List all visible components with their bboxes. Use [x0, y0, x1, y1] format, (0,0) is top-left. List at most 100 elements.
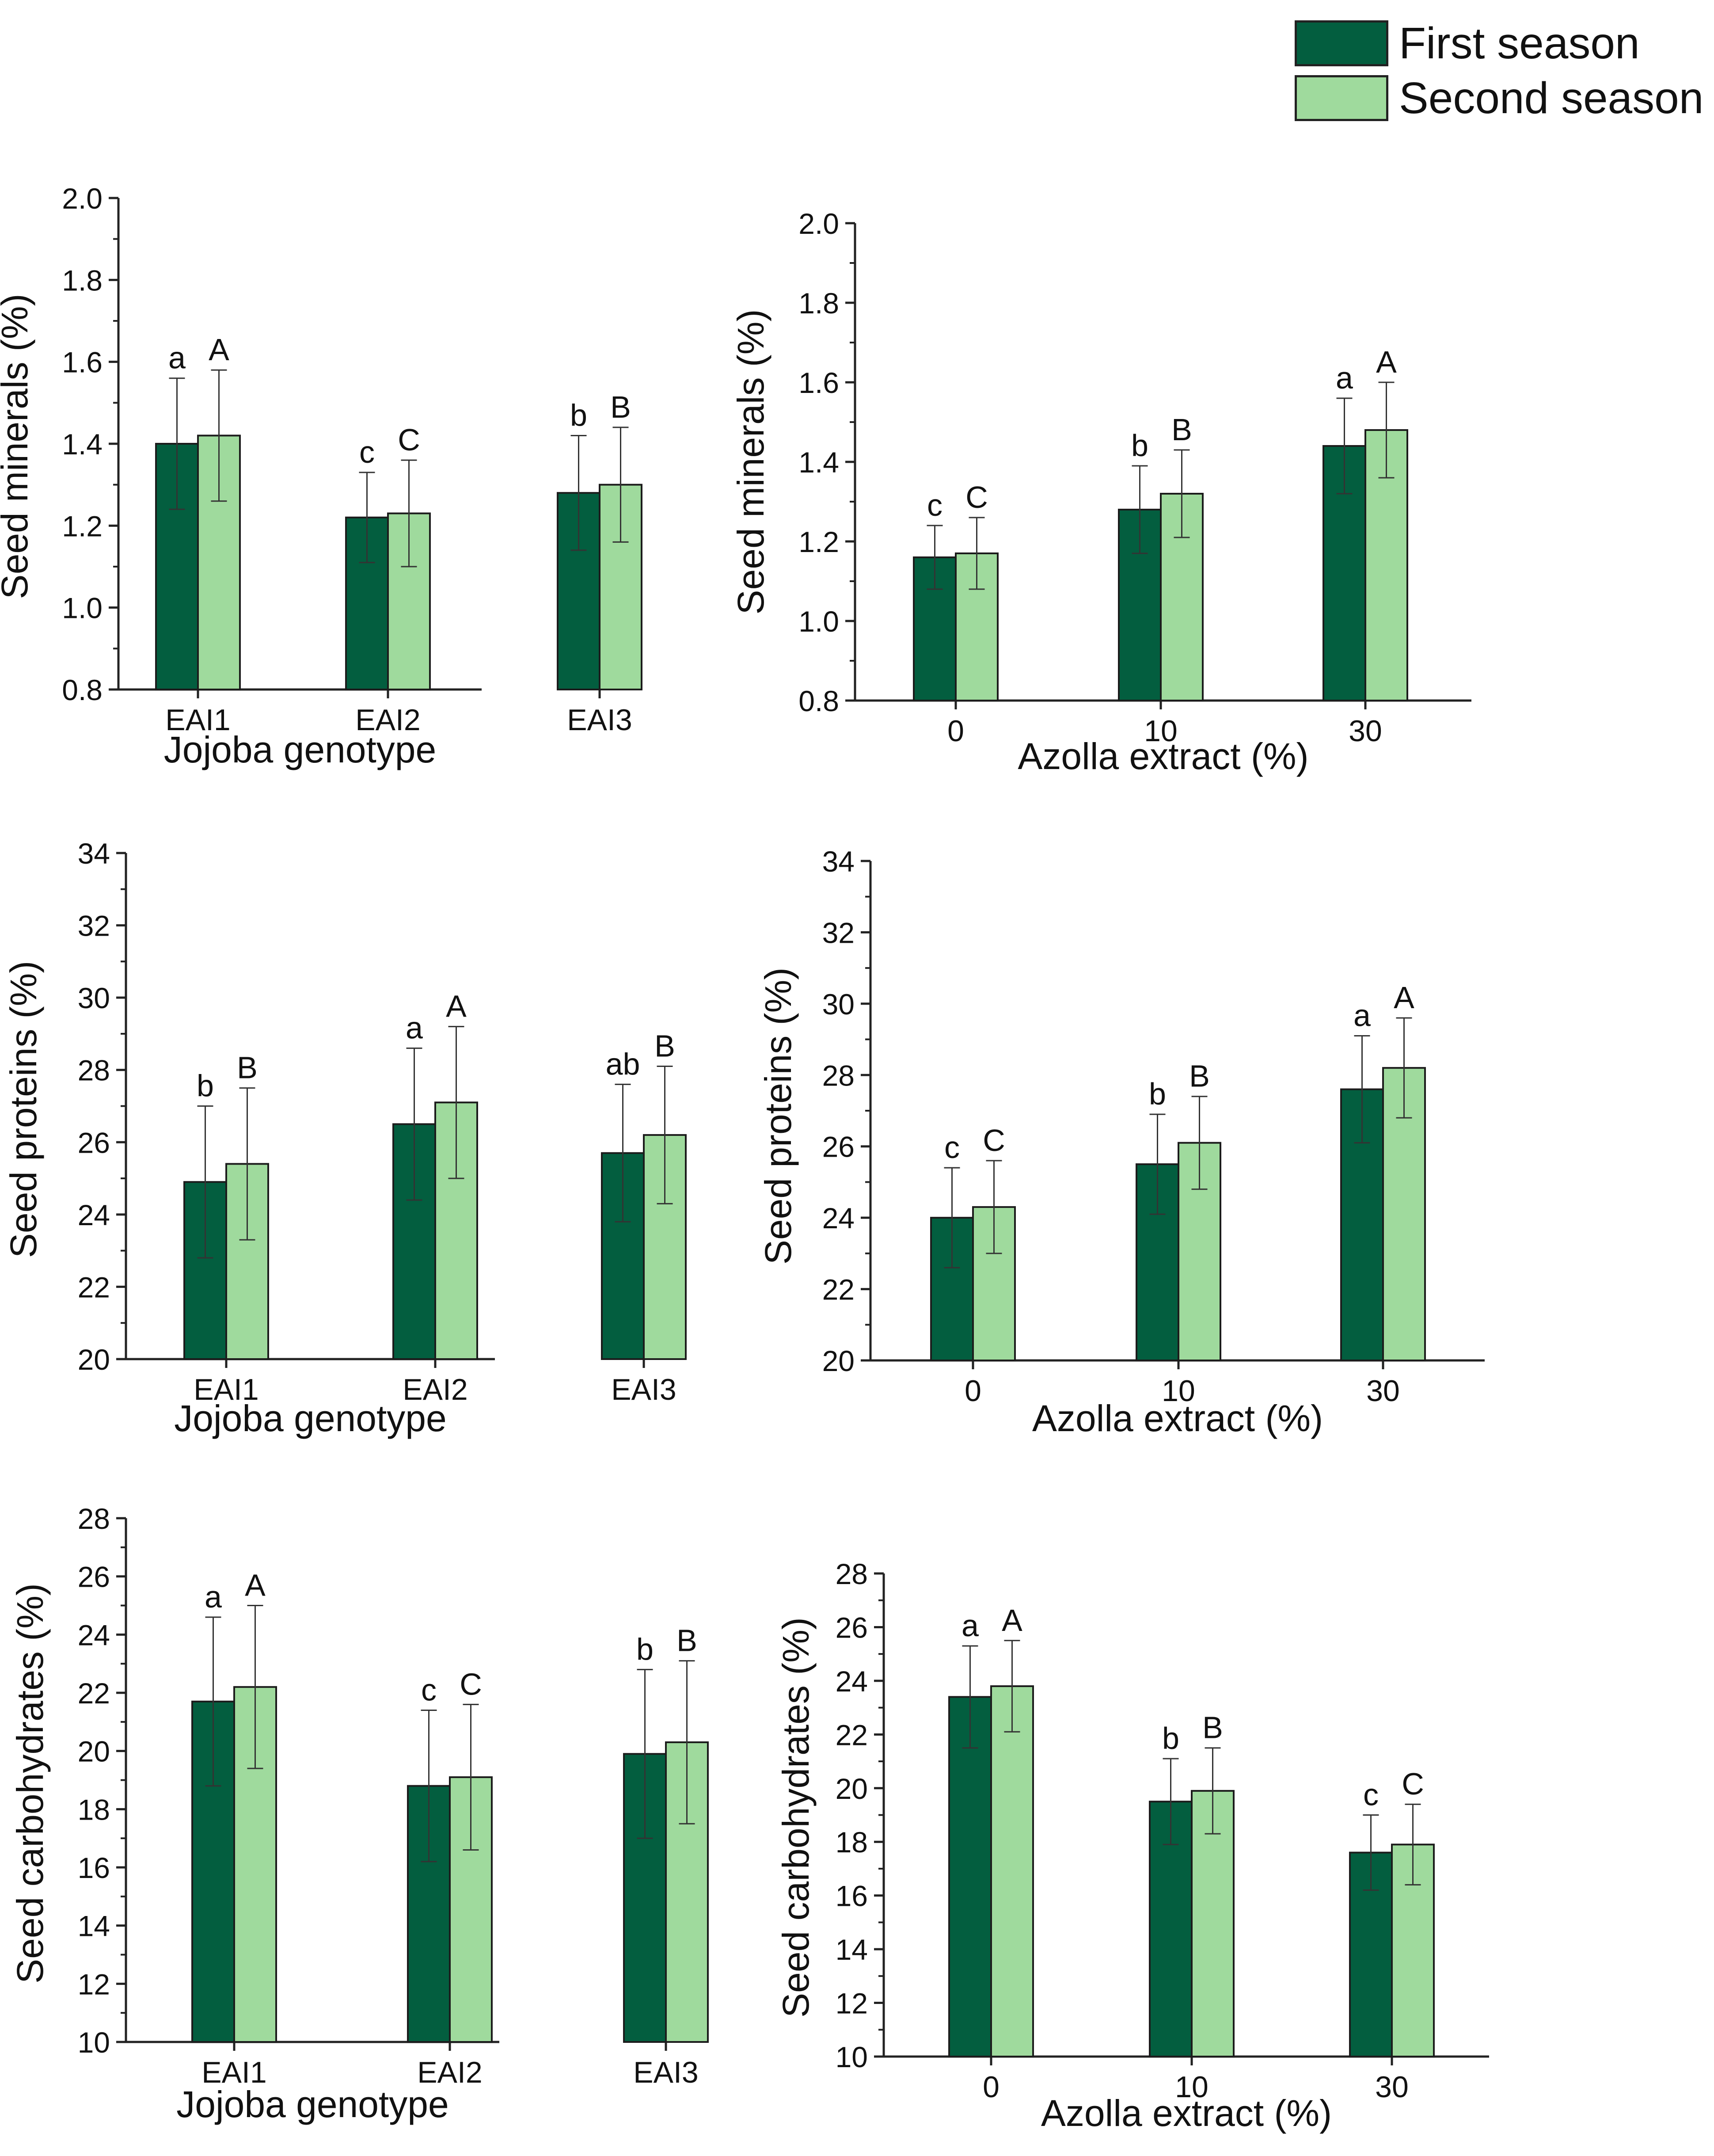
x-tick-label: EAI2 [403, 1373, 467, 1406]
significance-letter: a [205, 1580, 222, 1614]
significance-letter: B [654, 1029, 675, 1063]
chart-panel-5: 10 12 14 16 18 20 22 24 26 28 EAI1 a A EAI2 c C EAI3 b B Jo… [9, 1502, 709, 2125]
significance-letter: a [1336, 361, 1353, 395]
y-axis-title: Seed proteins (%) [757, 968, 799, 1265]
y-tick-label: 14 [78, 1910, 110, 1943]
y-axis-title: Seed carbohydrates (%) [775, 1617, 817, 2018]
x-tick-label: 30 [1366, 1374, 1400, 1408]
y-tick-label: 26 [822, 1131, 855, 1163]
y-tick-label: 10 [836, 2041, 868, 2073]
y-tick-label: 32 [822, 916, 855, 949]
y-axis-title: Seed carbohydrates (%) [9, 1583, 51, 1984]
x-tick-label: 0 [983, 2070, 1000, 2104]
y-tick-label: 26 [78, 1126, 110, 1159]
y-tick-label: 28 [822, 1059, 855, 1092]
bar-second-season-0 [990, 1685, 1034, 2058]
legend-label-second-season: Second season [1399, 73, 1704, 123]
y-axis-title: Seed proteins (%) [3, 961, 44, 1258]
x-tick-label: EAI3 [611, 1373, 676, 1406]
y-tick-label: 28 [836, 1558, 868, 1590]
legend: First season Second season [1295, 17, 1703, 126]
y-tick-label: 1.0 [62, 592, 103, 625]
y-tick-label: 1.8 [62, 264, 103, 297]
x-tick-label: EAI1 [165, 703, 230, 737]
x-axis-title: Jojoba genotype [174, 1398, 447, 1439]
y-tick-label: 1.2 [798, 526, 839, 558]
significance-letter: a [168, 341, 186, 375]
significance-letter: B [237, 1051, 258, 1085]
significance-letter: a [962, 1608, 979, 1643]
significance-letter: A [209, 332, 229, 367]
y-tick-label: 20 [822, 1345, 855, 1377]
y-tick-label: 1.4 [798, 446, 839, 479]
significance-letter: c [421, 1673, 437, 1707]
x-tick-label: 10 [1175, 2070, 1209, 2104]
y-tick-label: 1.0 [798, 605, 839, 638]
significance-letter: A [1394, 980, 1414, 1015]
chart-panel-6: 10 12 14 16 18 20 22 24 26 28 0 a A 10 b B 30 c C Azolla ex… [775, 1558, 1489, 2134]
significance-letter: C [983, 1123, 1005, 1158]
x-axis-title: Azolla extract (%) [1032, 1398, 1323, 1439]
x-tick-label: EAI2 [417, 2056, 482, 2089]
y-tick-label: 1.6 [798, 366, 839, 399]
y-tick-label: 16 [836, 1880, 868, 1912]
significance-letter: a [406, 1011, 423, 1045]
significance-letter: b [1149, 1077, 1166, 1111]
x-tick-label: EAI1 [201, 2056, 266, 2089]
significance-letter: c [359, 435, 375, 469]
y-tick-label: 28 [78, 1502, 110, 1535]
y-tick-label: 0.8 [62, 674, 103, 706]
y-tick-label: 20 [78, 1343, 110, 1376]
x-tick-label: 30 [1349, 714, 1382, 748]
significance-letter: ab [606, 1047, 640, 1081]
x-tick-label: 0 [965, 1374, 981, 1408]
x-tick-label: EAI2 [355, 703, 420, 737]
y-tick-label: 32 [78, 910, 110, 942]
x-axis-title: Azolla extract (%) [1041, 2092, 1332, 2134]
y-tick-label: 14 [836, 1933, 868, 1966]
y-tick-label: 30 [822, 988, 855, 1021]
y-tick-label: 18 [78, 1793, 110, 1826]
bar-second-season-10 [1191, 1790, 1235, 2058]
significance-letter: b [570, 398, 587, 432]
x-tick-label: 10 [1162, 1374, 1195, 1408]
y-tick-label: 1.6 [62, 346, 103, 379]
y-tick-label: 10 [78, 2026, 110, 2059]
y-tick-label: 16 [78, 1851, 110, 1884]
chart-panel-2: 0.8 1.0 1.2 1.4 1.6 1.8 2.0 0 c C 10 b B 30 a A Azolla e… [730, 207, 1471, 777]
y-tick-label: 2.0 [798, 207, 839, 240]
y-tick-label: 2.0 [62, 182, 103, 215]
significance-letter: b [636, 1632, 654, 1666]
significance-letter: B [1189, 1059, 1210, 1093]
significance-letter: b [1162, 1721, 1179, 1756]
y-tick-label: 30 [78, 982, 110, 1014]
significance-letter: a [1353, 998, 1371, 1033]
y-tick-label: 34 [822, 845, 855, 878]
significance-letter: c [1363, 1778, 1379, 1812]
y-tick-label: 1.4 [62, 428, 103, 461]
x-axis-title: Jojoba genotype [164, 729, 437, 770]
significance-letter: B [676, 1623, 697, 1658]
y-tick-label: 26 [836, 1611, 868, 1644]
y-tick-label: 22 [836, 1718, 868, 1751]
y-axis-title: Seed minerals (%) [730, 309, 771, 615]
x-tick-label: 10 [1144, 714, 1178, 748]
significance-letter: A [446, 989, 467, 1024]
significance-letter: B [610, 390, 631, 424]
significance-letter: C [965, 480, 988, 514]
bar-first-season-0 [948, 1696, 992, 2058]
y-tick-label: 24 [836, 1665, 868, 1698]
x-tick-label: 0 [947, 714, 964, 748]
y-tick-label: 20 [836, 1772, 868, 1805]
x-tick-label: EAI1 [194, 1373, 258, 1406]
significance-letter: A [1376, 345, 1397, 379]
significance-letter: A [1002, 1603, 1022, 1638]
x-tick-label: EAI3 [567, 703, 632, 737]
y-tick-label: 1.8 [798, 287, 839, 320]
y-tick-label: 22 [822, 1273, 855, 1306]
legend-label-first-season: First season [1399, 18, 1640, 68]
y-tick-label: 24 [78, 1199, 110, 1231]
significance-letter: C [1402, 1767, 1424, 1801]
y-tick-label: 20 [78, 1735, 110, 1768]
y-tick-label: 24 [78, 1619, 110, 1651]
